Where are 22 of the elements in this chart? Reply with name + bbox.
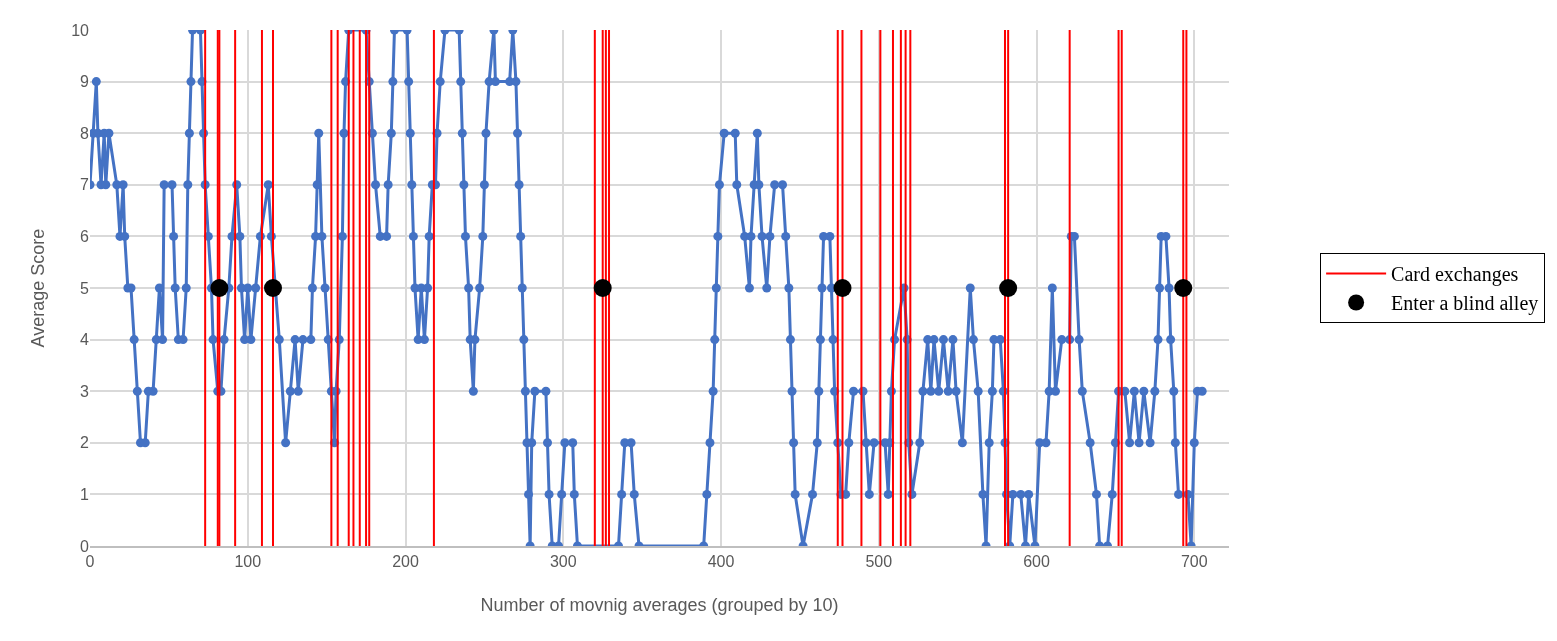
x-tick-label: 700 xyxy=(1180,553,1208,571)
x-axis-title: Number of movnig averages (grouped by 10) xyxy=(480,595,839,615)
x-tick-label: 200 xyxy=(392,553,419,571)
y-tick-label: 2 xyxy=(80,434,90,452)
y-tick-label: 3 xyxy=(80,382,90,400)
y-axis-title: Average Score xyxy=(28,228,48,348)
y-tick-label: 6 xyxy=(80,228,90,245)
y-tick-label: 5 xyxy=(80,279,90,297)
y-tick-label: 8 xyxy=(80,124,90,142)
legend-label: Card exchanges xyxy=(1391,263,1519,287)
y-tick-label: 1 xyxy=(80,486,90,503)
x-tick-label: 600 xyxy=(1023,553,1050,571)
y-tick-label: 7 xyxy=(80,176,90,194)
x-tick-label: 100 xyxy=(234,553,262,571)
x-tick-label: 300 xyxy=(549,553,577,571)
x-tick-label: 400 xyxy=(707,553,735,571)
legend-label: Enter a blind alley xyxy=(1391,292,1539,316)
y-tick-label: 10 xyxy=(71,21,90,39)
y-tick-label: 4 xyxy=(80,331,90,349)
y-tick-label: 0 xyxy=(80,537,90,555)
y-tick-label: 9 xyxy=(80,73,90,91)
x-tick-label: 500 xyxy=(865,553,893,571)
